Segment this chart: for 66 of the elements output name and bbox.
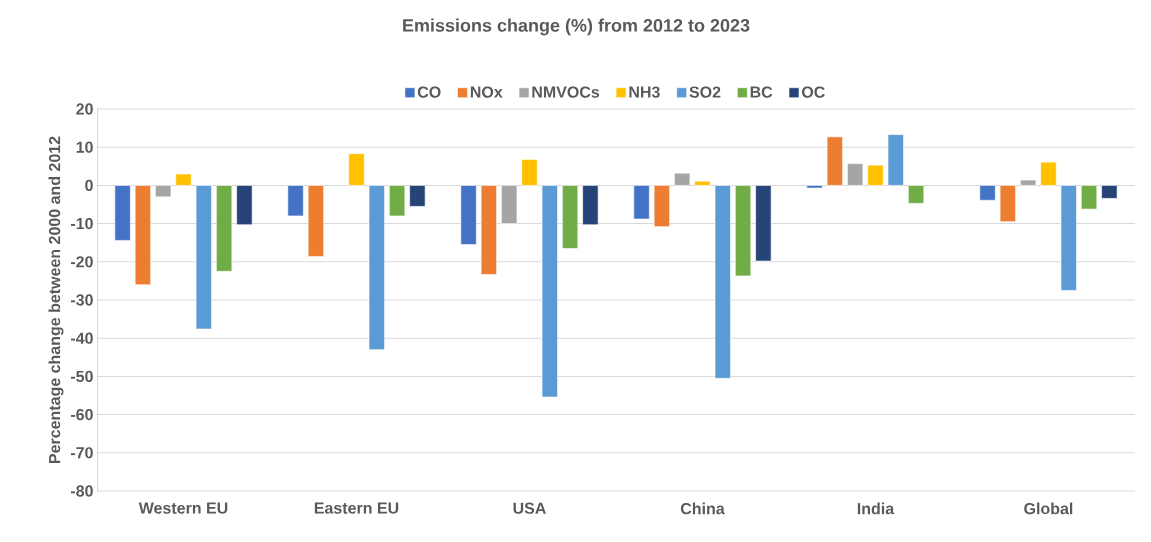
y-tick-label: -20: [70, 256, 93, 268]
chart-title: Emissions change (%) from 2012 to 2023: [403, 18, 750, 36]
legend-label: CO: [417, 86, 441, 98]
bar: [1040, 161, 1057, 186]
y-tick-label: -10: [70, 217, 93, 230]
y-axis-title: Percentage change between 2000 and 2012: [48, 136, 64, 464]
bar: [867, 164, 884, 186]
bar: [134, 185, 151, 286]
x-tick-label: China: [680, 502, 725, 515]
bar: [582, 185, 599, 226]
bar: [155, 185, 172, 198]
bar: [389, 185, 406, 217]
x-tick-label: Global: [1024, 502, 1073, 515]
bar: [541, 185, 558, 398]
y-tick-label: -70: [70, 447, 93, 459]
bar: [307, 185, 324, 257]
bar: [409, 185, 426, 207]
bar: [287, 185, 304, 217]
bar: [1060, 185, 1077, 291]
bar: [521, 159, 538, 186]
bar: [999, 185, 1016, 222]
x-tick-label: Western EU: [138, 502, 228, 514]
bar: [1101, 185, 1118, 199]
y-tick-label: 10: [76, 141, 93, 153]
bar: [348, 153, 365, 186]
bar: [847, 163, 864, 186]
bar: [674, 172, 691, 186]
bar: [216, 185, 233, 272]
x-tick-label: India: [857, 502, 895, 515]
bar: [694, 180, 711, 186]
y-tick-label: 0: [85, 179, 93, 192]
bar: [979, 185, 996, 201]
bar: [887, 134, 904, 186]
bar: [755, 185, 772, 262]
x-tick-label: USA: [513, 502, 546, 514]
x-tick-label: Eastern EU: [314, 502, 399, 514]
legend-label: NH3: [629, 86, 660, 98]
bar: [175, 173, 192, 186]
legend-label: OC: [801, 86, 825, 98]
bar: [1020, 179, 1037, 186]
legend-label: NMVOCs: [532, 86, 600, 98]
bar: [826, 136, 843, 186]
bar: [806, 185, 823, 189]
y-tick-label: -30: [70, 294, 93, 306]
bar: [1081, 185, 1098, 210]
y-tick-label: -60: [70, 408, 93, 421]
y-tick-label: -50: [70, 370, 93, 383]
legend-label: SO2: [689, 86, 721, 98]
bar: [480, 185, 497, 275]
legend-label: NOx: [470, 86, 503, 98]
y-tick-label: -80: [70, 485, 93, 497]
bar: [195, 185, 212, 330]
bar: [114, 185, 131, 241]
bar: [714, 185, 731, 379]
bar: [653, 185, 670, 227]
bar: [908, 185, 925, 204]
legend-label: BC: [750, 86, 773, 98]
bar: [501, 185, 518, 224]
y-tick-label: -40: [70, 332, 93, 344]
bar: [368, 185, 385, 350]
bar: [236, 185, 253, 226]
y-tick-label: 20: [76, 103, 93, 115]
bar: [562, 185, 579, 249]
bar: [735, 185, 752, 277]
bar: [460, 185, 477, 245]
bar: [633, 185, 650, 220]
